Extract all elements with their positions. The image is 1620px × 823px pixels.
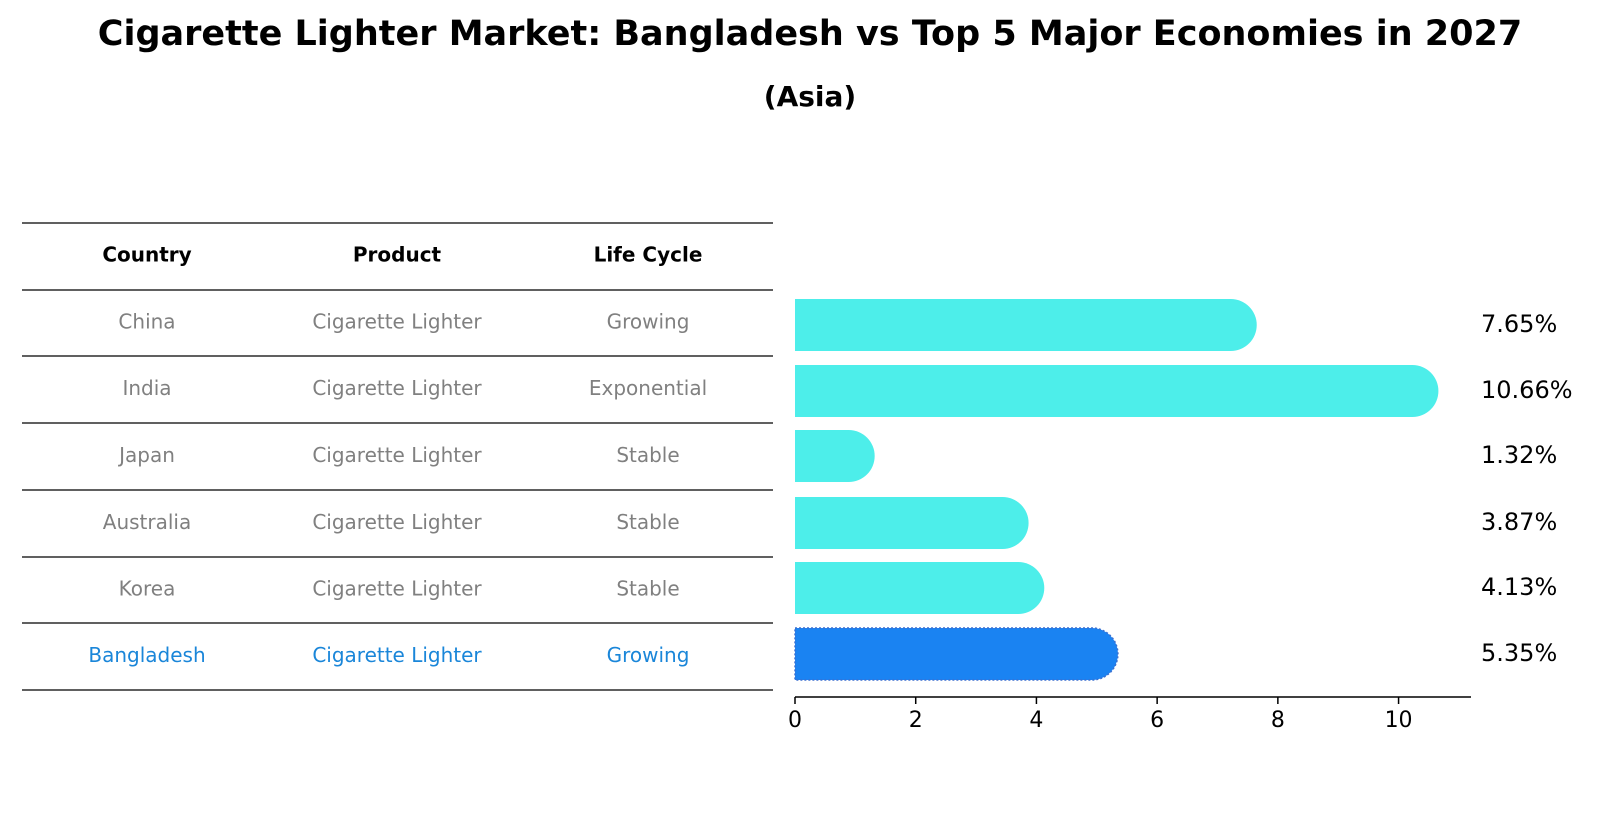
table-cell: Cigarette Lighter — [312, 310, 482, 334]
bar-bangladesh — [794, 627, 1119, 681]
table-header-cell: Product — [353, 243, 442, 267]
value-label: 10.66% — [1481, 376, 1573, 404]
value-label: 1.32% — [1481, 441, 1557, 469]
table-cell: Cigarette Lighter — [312, 510, 482, 534]
table-cell: India — [122, 376, 171, 400]
value-label: 5.35% — [1481, 639, 1557, 667]
table-cell: Korea — [119, 577, 176, 601]
table-cell: Stable — [616, 510, 679, 534]
table-cell: Stable — [616, 577, 679, 601]
table-cell: Growing — [607, 310, 690, 334]
table-cell: China — [118, 310, 175, 334]
bar-china — [795, 299, 1257, 351]
x-axis: 0 2 4 6 8 10 — [788, 696, 1471, 733]
chart-subtitle: (Asia) — [763, 80, 857, 113]
table-cell: Bangladesh — [88, 643, 205, 667]
value-label: 4.13% — [1481, 573, 1557, 601]
table-header-cell: Life Cycle — [594, 243, 703, 267]
bar-plot: 7.65% 10.66% 1.32% 3.87% 4.13% 5.35% — [794, 299, 1573, 681]
value-label: 7.65% — [1481, 310, 1557, 338]
x-tick-label: 10 — [1385, 708, 1413, 733]
table-cell: Cigarette Lighter — [312, 577, 482, 601]
table-cell: Stable — [616, 443, 679, 467]
table-cell: Exponential — [589, 376, 707, 400]
table-cell: Growing — [607, 643, 690, 667]
x-tick-label: 8 — [1271, 708, 1285, 733]
x-tick-label: 6 — [1150, 708, 1164, 733]
table-cell: Cigarette Lighter — [312, 376, 482, 400]
bar-australia — [795, 497, 1029, 549]
x-tick-label: 0 — [788, 708, 802, 733]
x-tick-label: 4 — [1029, 708, 1043, 733]
bar-japan — [795, 430, 875, 482]
value-label: 3.87% — [1481, 508, 1557, 536]
x-tick-label: 2 — [909, 708, 923, 733]
chart-title: Cigarette Lighter Market: Bangladesh vs … — [97, 14, 1523, 54]
table-cell: Cigarette Lighter — [312, 443, 482, 467]
table-cell: Japan — [117, 443, 175, 467]
bar-korea — [795, 562, 1045, 614]
table-header-cell: Country — [102, 243, 191, 267]
bar-india — [795, 365, 1439, 417]
data-table: Country Product Life Cycle China Cigarette L… — [22, 222, 773, 691]
table-cell: Cigarette Lighter — [312, 643, 482, 667]
table-cell: Australia — [103, 510, 191, 534]
